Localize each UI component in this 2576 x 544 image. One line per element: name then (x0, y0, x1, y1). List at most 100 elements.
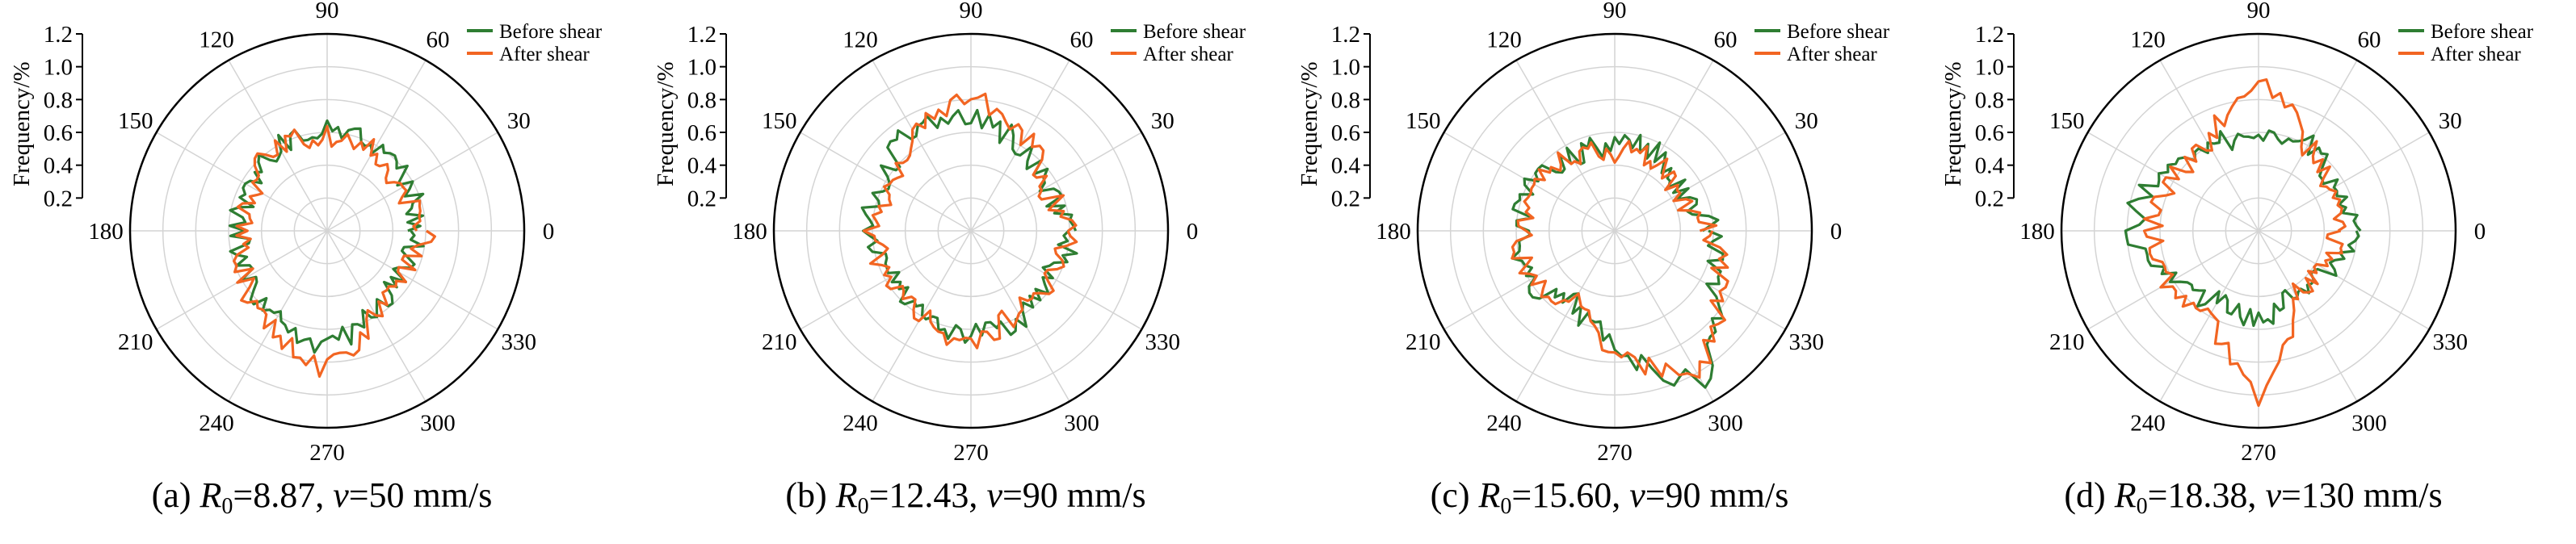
y-axis-label: Frequency/% (1940, 61, 1966, 186)
series-line-after-shear (1511, 140, 1729, 379)
polar-grid (774, 34, 1168, 428)
polar-grid (130, 34, 524, 428)
caption-v-value: =90 mm/s (1645, 475, 1789, 515)
grid-spoke (1443, 230, 1616, 330)
angle-label: 120 (199, 27, 234, 53)
grid-spoke (970, 132, 1142, 232)
angle-label: 330 (1789, 329, 1825, 355)
radial-tick-label: 0.4 (1975, 153, 2005, 179)
radial-tick-label: 1.2 (1331, 22, 1360, 48)
caption-v-symbol: v (333, 475, 349, 515)
caption-r-sub: 0 (1500, 494, 1512, 519)
polar-grid (1418, 34, 1812, 428)
angle-label: 330 (2433, 329, 2469, 355)
caption-r-symbol: R (835, 475, 858, 515)
angle-label: 0 (2474, 219, 2486, 245)
y-axis-label: Frequency/% (653, 61, 679, 186)
angle-label: 30 (2439, 108, 2462, 134)
angle-label: 180 (1376, 219, 1411, 245)
grid-spoke (2087, 230, 2259, 330)
legend-label: Before shear (499, 21, 603, 43)
angle-label: 150 (118, 108, 153, 134)
outer-ring (2060, 32, 2457, 429)
grid-spoke (2159, 60, 2259, 232)
caption-r-sub: 0 (2136, 494, 2148, 519)
grid-spoke (1614, 132, 1786, 232)
grid-spoke (2258, 60, 2358, 232)
legend-label: Before shear (1143, 21, 1246, 43)
angle-label: 60 (1070, 27, 1094, 53)
angle-label: 30 (507, 108, 531, 134)
angle-label: 300 (2351, 410, 2387, 436)
angle-label: 0 (1187, 219, 1199, 245)
angle-label: 240 (1486, 410, 1522, 436)
angle-label: 210 (1406, 329, 1441, 355)
polar-chart: 0 30 60 90 120 150 180 210 240 270 300 330 0.2 0.4 0.6… (9, 0, 603, 466)
angle-label: 240 (843, 410, 878, 436)
grid-spoke (970, 230, 1070, 402)
radial-tick-label: 1.0 (1331, 55, 1360, 81)
caption-r-sub: 0 (857, 494, 869, 519)
angle-label: 150 (762, 108, 797, 134)
grid-spoke (872, 60, 972, 232)
caption-prefix: (b) (785, 475, 836, 515)
radial-tick-label: 0.2 (1331, 186, 1360, 211)
angle-label: 60 (2358, 27, 2381, 53)
angle-label: 120 (2130, 27, 2166, 53)
chart-panel: 0 30 60 90 120 150 180 210 240 270 300 330 0.2 0.4 0.6… (644, 0, 1288, 544)
radial-tick-label: 0.8 (1975, 87, 2004, 113)
radial-tick-label: 0.6 (44, 120, 73, 146)
grid-spoke (326, 230, 498, 330)
panel-caption: (d) R0=18.38, v=130 mm/s (1931, 475, 2575, 520)
caption-r-value: =15.60, (1511, 475, 1630, 515)
y-axis-label: Frequency/% (9, 61, 35, 186)
angle-label: 0 (543, 219, 555, 245)
grid-spoke (1614, 230, 1786, 330)
angle-label: 270 (953, 440, 989, 466)
angle-label: 90 (316, 0, 339, 23)
grid-spoke (1515, 230, 1616, 402)
grid-spoke (2258, 230, 2430, 330)
caption-v-value: =90 mm/s (1002, 475, 1146, 515)
grid-spoke (1443, 132, 1616, 232)
angle-label: 120 (1486, 27, 1522, 53)
angle-label: 60 (1714, 27, 1738, 53)
polar-chart: 0 30 60 90 120 150 180 210 240 270 300 330 0.2 0.4 0.6… (1940, 0, 2534, 466)
grid-spoke (2258, 230, 2358, 402)
radial-tick-label: 0.2 (1975, 186, 2004, 211)
caption-v-symbol: v (1629, 475, 1645, 515)
legend-label: After shear (499, 44, 590, 65)
caption-r-symbol: R (200, 475, 222, 515)
angle-label: 0 (1830, 219, 1843, 245)
legend-label: After shear (2431, 44, 2521, 65)
radial-tick-label: 1.0 (687, 55, 716, 81)
grid-spoke (1515, 60, 1616, 232)
radial-tick-label: 0.8 (44, 87, 73, 113)
chart-panel: 0 30 60 90 120 150 180 210 240 270 300 330 0.2 0.4 0.6… (1288, 0, 1931, 544)
angle-label: 210 (2049, 329, 2085, 355)
angle-label: 300 (1708, 410, 1743, 436)
grid-spoke (1614, 230, 1714, 402)
chart-panel: 0 30 60 90 120 150 180 210 240 270 300 330 0.2 0.4 0.6… (1931, 0, 2575, 544)
angle-label: 180 (2019, 219, 2055, 245)
polar-chart: 0 30 60 90 120 150 180 210 240 270 300 330 0.2 0.4 0.6… (653, 0, 1246, 466)
chart-panel: 0 30 60 90 120 150 180 210 240 270 300 330 0.2 0.4 0.6… (0, 0, 644, 544)
caption-r-value: =8.87, (233, 475, 334, 515)
caption-prefix: (a) (151, 475, 200, 515)
radial-tick-label: 1.2 (687, 22, 716, 48)
angle-label: 120 (843, 27, 878, 53)
caption-r-value: =18.38, (2147, 475, 2266, 515)
outer-ring (128, 32, 526, 429)
caption-prefix: (c) (1430, 475, 1479, 515)
radial-tick-label: 0.4 (1331, 153, 1361, 179)
angle-label: 270 (1597, 440, 1633, 466)
caption-v-value: =50 mm/s (348, 475, 493, 515)
series-line-after-shear (233, 124, 437, 379)
angle-label: 90 (2247, 0, 2271, 23)
series-line-after-shear (862, 92, 1078, 349)
angle-label: 240 (199, 410, 234, 436)
legend-label: Before shear (1787, 21, 1890, 43)
grid-spoke (228, 60, 328, 232)
outer-ring (772, 32, 1170, 429)
